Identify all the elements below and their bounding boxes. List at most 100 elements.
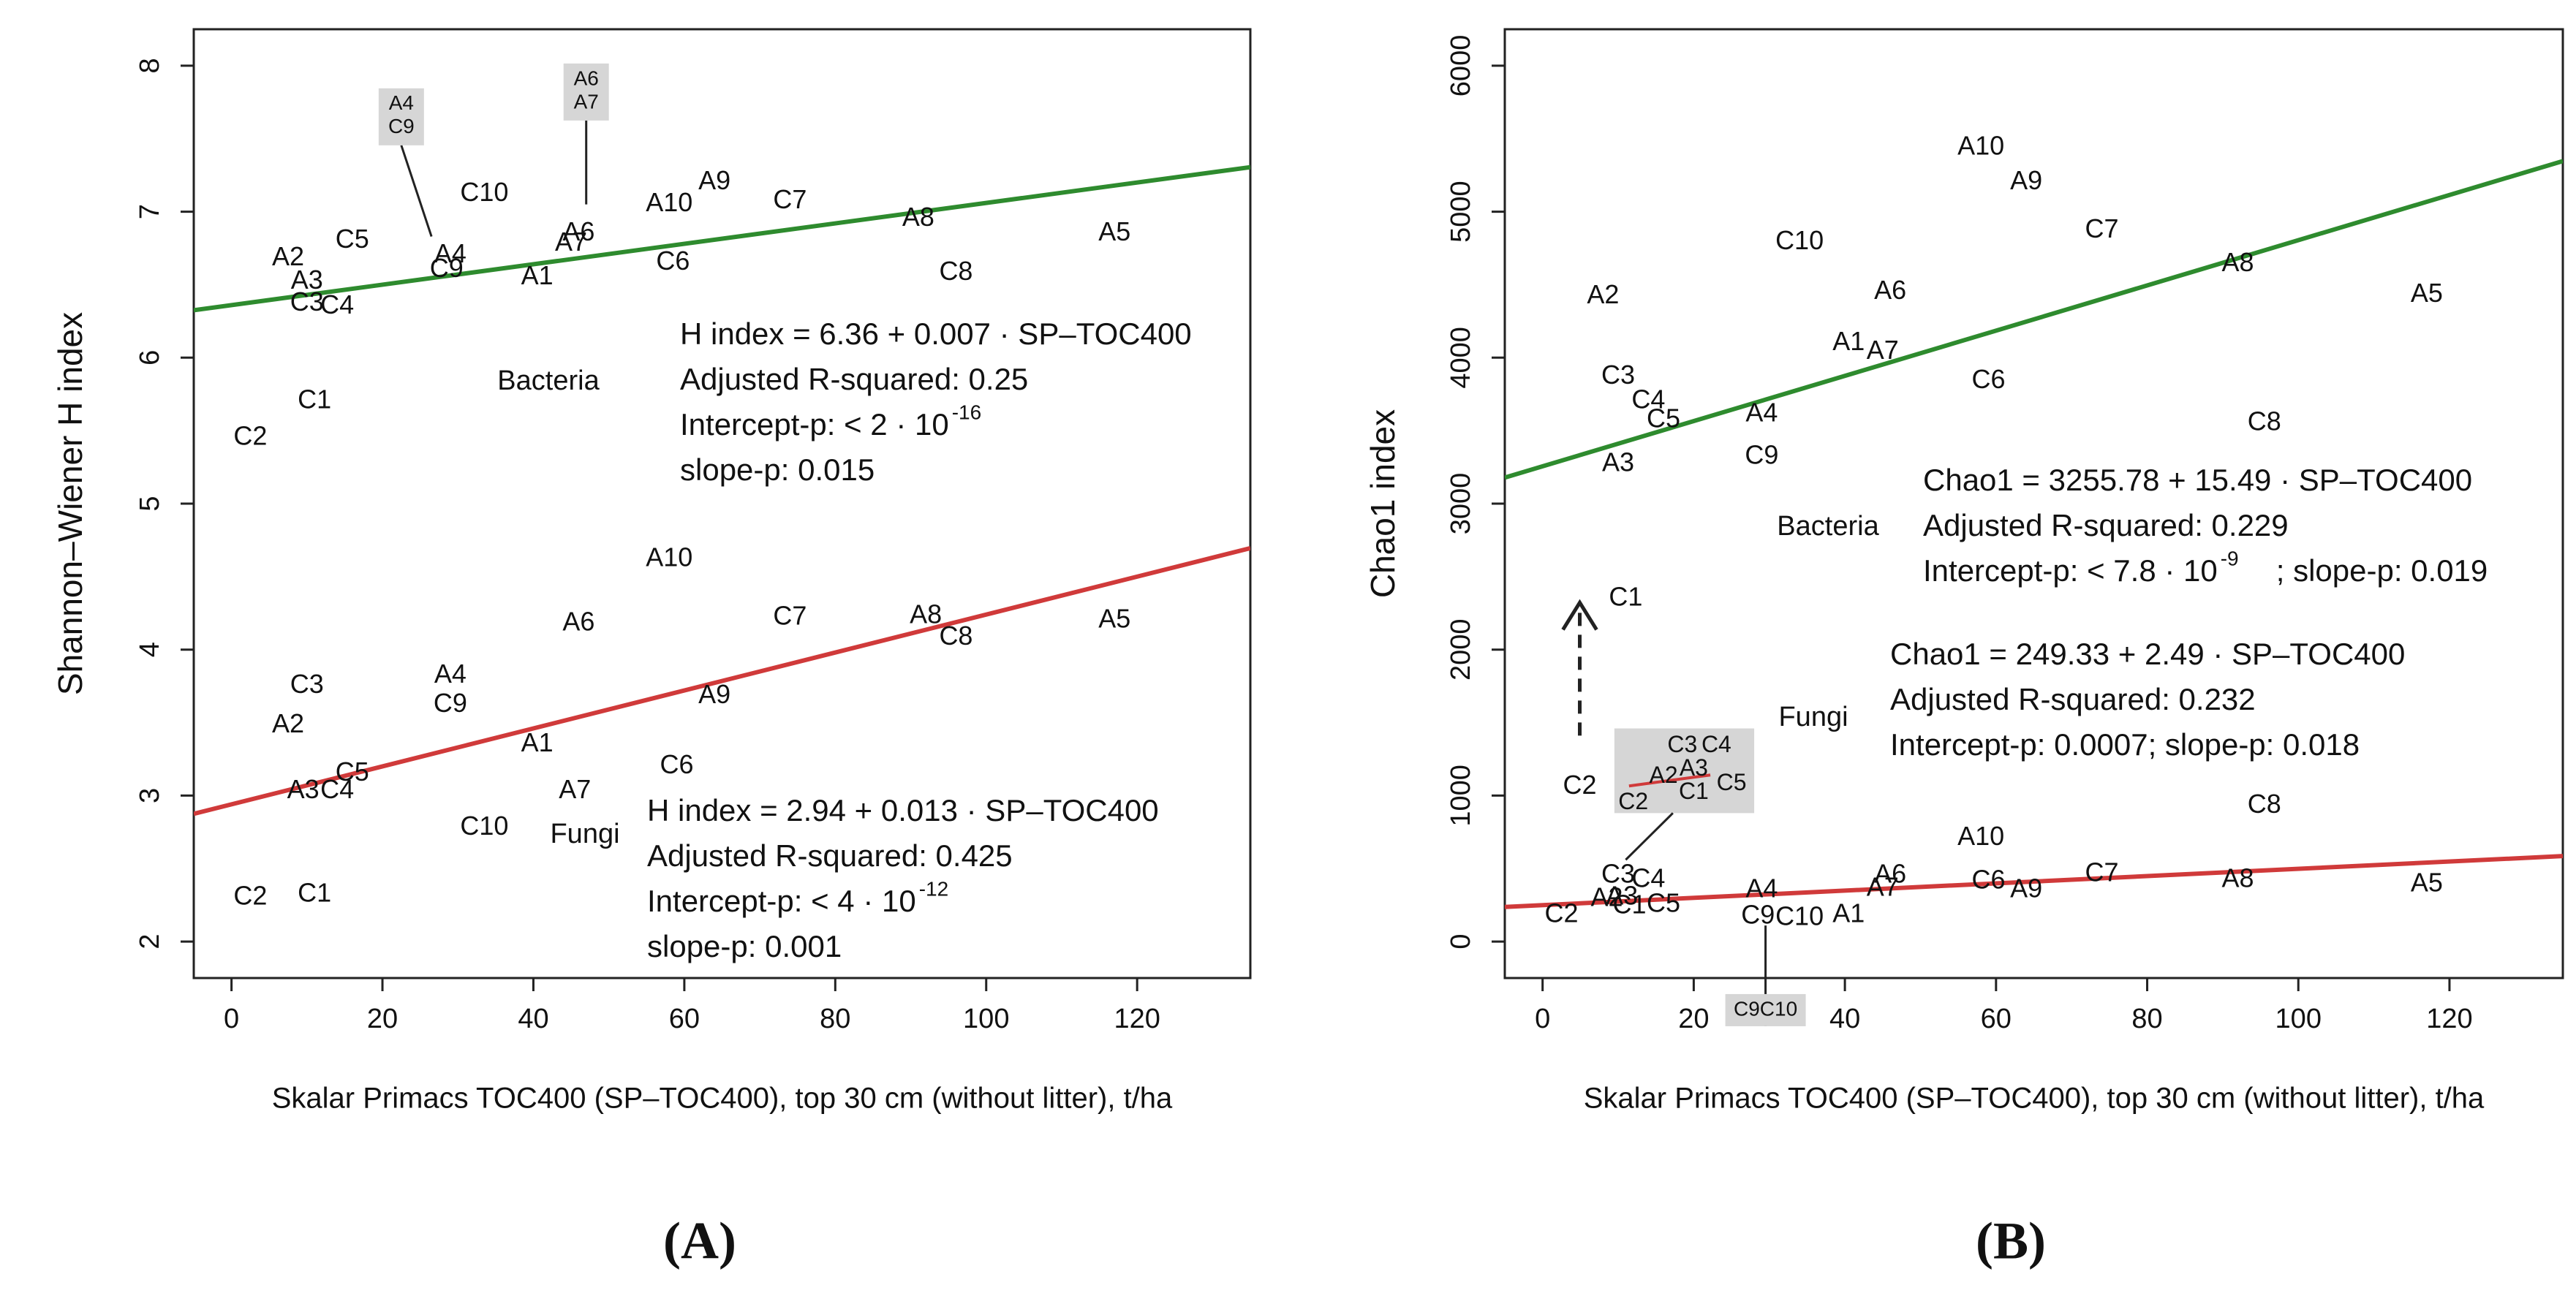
panel-b: 0 20 40 60 80 100 120 0 1000 2000 3000 4000 5000 6000… bbox=[1364, 28, 2564, 1270]
y-tick-label: 4000 bbox=[1446, 327, 1476, 389]
point-label: A5 bbox=[1098, 216, 1130, 246]
x-tick-label: 120 bbox=[2426, 1004, 2472, 1034]
x-axis-label: Skalar Primacs TOC400 (SP–TOC400), top 3… bbox=[272, 1083, 1173, 1115]
point-label: C6 bbox=[1971, 364, 2005, 394]
point-label: C10 bbox=[1775, 225, 1824, 255]
point-label: A9 bbox=[2010, 165, 2042, 195]
point-label: A9 bbox=[698, 679, 730, 709]
point-label: C3 bbox=[290, 669, 324, 699]
point-label: C9 bbox=[1745, 440, 1778, 470]
r-squared-text: Adjusted R-squared: 0.232 bbox=[1890, 682, 2256, 716]
point-label: A10 bbox=[1957, 130, 2004, 160]
y-tick-label: 6000 bbox=[1446, 35, 1476, 97]
point-label: C6 bbox=[1971, 865, 2005, 895]
regression-line bbox=[1505, 159, 2563, 480]
r-squared-text: Adjusted R-squared: 0.425 bbox=[647, 838, 1013, 873]
point-label: A2 bbox=[1587, 279, 1619, 309]
point-label: A6 bbox=[1874, 859, 1906, 889]
equation-text: Chao1 = 249.33 + 2.49 · SP–TOC400 bbox=[1890, 637, 2405, 671]
point-label: C7 bbox=[2085, 213, 2119, 243]
point-label: C6 bbox=[660, 749, 694, 779]
equation-text: H index = 6.36 + 0.007 · SP–TOC400 bbox=[680, 317, 1192, 351]
x-tick-label: 80 bbox=[820, 1004, 850, 1034]
regression-annotation: Fungi Chao1 = 249.33 + 2.49 · SP–TOC400 Ad… bbox=[1778, 637, 2405, 762]
regression-line bbox=[194, 164, 1250, 313]
point-label: C10 bbox=[460, 177, 508, 207]
point-label: A4 bbox=[1745, 874, 1778, 903]
callout-label: A6 bbox=[574, 67, 599, 89]
y-tick-label: 7 bbox=[135, 204, 165, 219]
point-label: C7 bbox=[2085, 857, 2119, 887]
equation-text: H index = 2.94 + 0.013 · SP–TOC400 bbox=[647, 793, 1159, 827]
point-label: C7 bbox=[773, 600, 807, 630]
point-label: A2 bbox=[272, 241, 304, 271]
inset-point-label: C1 bbox=[1679, 778, 1709, 804]
point-label: C4 bbox=[1631, 384, 1665, 414]
x-tick-label: 40 bbox=[518, 1004, 548, 1034]
y-tick-label: 0 bbox=[1446, 934, 1476, 950]
point-label: C6 bbox=[656, 246, 690, 276]
x-tick-label: 20 bbox=[1678, 1004, 1709, 1034]
point-label: C1 bbox=[298, 878, 331, 908]
callout-box bbox=[378, 88, 424, 145]
x-tick-label: 80 bbox=[2131, 1004, 2162, 1034]
point-label: A6 bbox=[1874, 275, 1906, 305]
equation-text: Chao1 = 3255.78 + 15.49 · SP–TOC400 bbox=[1923, 463, 2472, 497]
inset-box bbox=[1614, 728, 1755, 814]
y-tick-label: 6 bbox=[135, 350, 165, 365]
point-label: A1 bbox=[1832, 898, 1865, 928]
x-tick-label: 60 bbox=[669, 1004, 700, 1034]
point-label: C4 bbox=[320, 289, 354, 319]
point-label: A5 bbox=[2411, 278, 2443, 308]
x-axis-label: Skalar Primacs TOC400 (SP–TOC400), top 3… bbox=[1584, 1083, 2485, 1115]
intercept-p-text: Intercept-p: < 7.8 · 10 bbox=[1923, 553, 2218, 588]
y-tick-label: 3 bbox=[135, 788, 165, 803]
series-name-label: Fungi bbox=[1778, 702, 1848, 732]
point-label: C3 bbox=[1601, 859, 1635, 889]
point-label: A8 bbox=[2222, 863, 2254, 893]
point-label: A10 bbox=[646, 542, 692, 572]
callout-label: A4 bbox=[389, 91, 414, 114]
point-label: C2 bbox=[233, 421, 267, 451]
inset-point-label: C4 bbox=[1701, 731, 1731, 757]
moved-arrow-head bbox=[1561, 599, 1598, 631]
slope-p-text: slope-p: 0.015 bbox=[680, 452, 875, 487]
inset-point-label: C3 bbox=[1667, 731, 1697, 757]
regression-line bbox=[1505, 854, 2563, 909]
point-label: A9 bbox=[698, 165, 730, 195]
x-tick-label: 100 bbox=[963, 1004, 1009, 1034]
point-label: C5 bbox=[336, 757, 369, 787]
y-tick-label: 1000 bbox=[1446, 765, 1476, 827]
x-tick-label: 100 bbox=[2275, 1004, 2322, 1034]
point-label: A7 bbox=[559, 774, 591, 804]
callout-leader bbox=[400, 145, 433, 238]
slope-p-text: ; slope-p: 0.019 bbox=[2276, 553, 2488, 588]
series-name-label: Fungi bbox=[550, 819, 619, 849]
intercept-p-text: Intercept-p: < 4 · 10 bbox=[647, 884, 916, 918]
intercept-p-exponent: -9 bbox=[2221, 547, 2239, 569]
slope-p-text: slope-p: 0.001 bbox=[647, 929, 842, 963]
point-label: C2 bbox=[1545, 898, 1579, 928]
intercept-p-text: Intercept-p: 0.0007; slope-p: 0.018 bbox=[1890, 727, 2360, 762]
series-name-label: Bacteria bbox=[1777, 511, 1879, 542]
r-squared-text: Adjusted R-squared: 0.25 bbox=[680, 362, 1028, 396]
y-axis-label: Shannon–Wiener H index bbox=[51, 312, 89, 695]
point-label: C5 bbox=[1647, 403, 1680, 433]
point-label: A9 bbox=[2010, 874, 2042, 903]
regression-annotation: Bacteria H index = 6.36 + 0.007 · SP–TOC4… bbox=[497, 317, 1191, 487]
y-tick-label: 5 bbox=[135, 496, 165, 511]
point-label: A3 bbox=[1606, 881, 1638, 911]
y-axis-label: Chao1 index bbox=[1364, 409, 1402, 598]
point-label: C3 bbox=[290, 287, 324, 317]
point-label: A2 bbox=[1591, 882, 1623, 912]
point-label: A4 bbox=[434, 659, 467, 689]
point-label: C4 bbox=[320, 774, 354, 804]
point-label: A4 bbox=[434, 238, 467, 268]
moved-point-label: C2 bbox=[1563, 770, 1597, 800]
point-label: C1 bbox=[298, 384, 331, 414]
point-label: C4 bbox=[1631, 863, 1665, 893]
panel-a: 0 20 40 60 80 100 120 2 3 4 5 6 7 8 Skalar Primacs TOC… bbox=[51, 28, 1252, 1270]
x-tick-label: 60 bbox=[1981, 1004, 2012, 1034]
